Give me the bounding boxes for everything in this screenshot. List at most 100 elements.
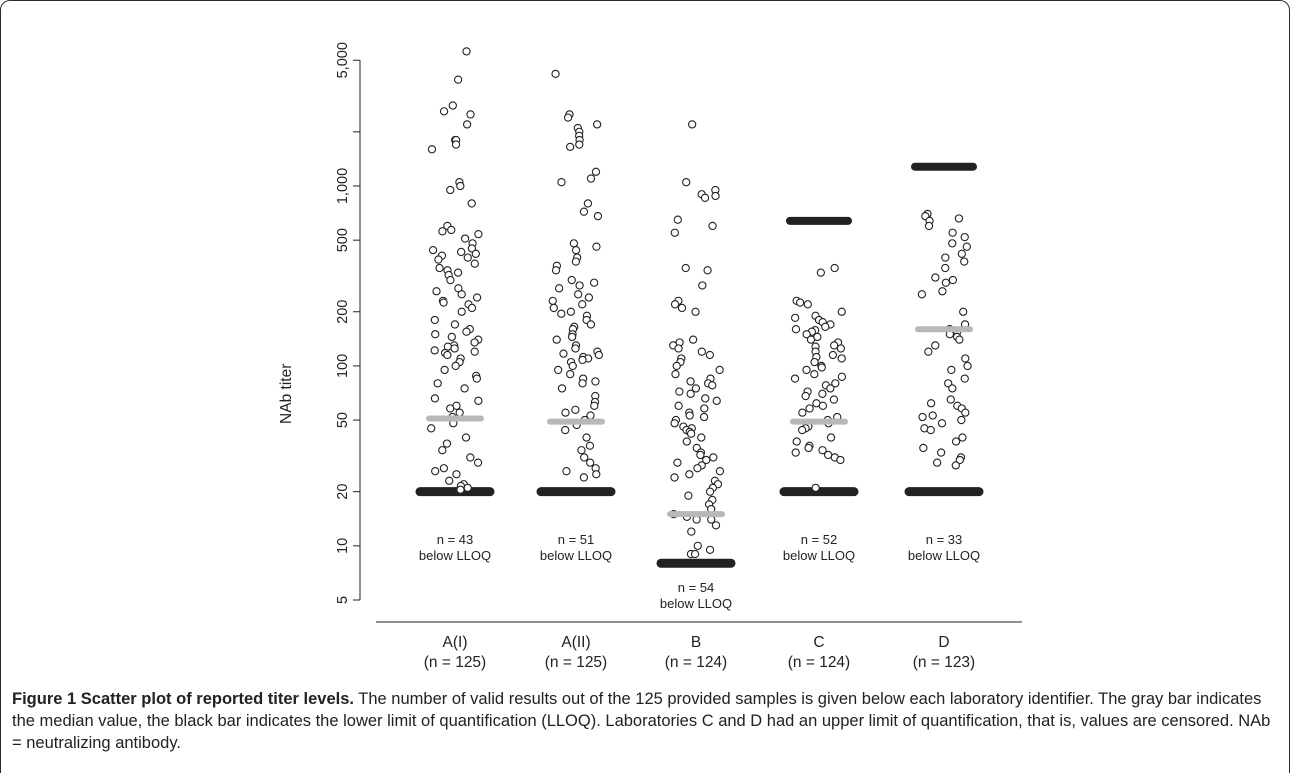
data-point <box>470 338 479 347</box>
data-point <box>430 346 439 355</box>
data-point <box>677 303 687 313</box>
below-lloq-label: n = 51 <box>558 532 595 547</box>
data-point <box>691 307 700 316</box>
data-point <box>463 253 472 262</box>
data-point <box>818 389 827 398</box>
data-point <box>592 242 601 251</box>
data-point <box>567 275 576 285</box>
data-point <box>462 327 471 336</box>
data-point <box>711 521 721 530</box>
data-point <box>460 234 470 243</box>
x-category-label: B <box>691 634 701 651</box>
data-point <box>686 429 696 438</box>
data-point <box>961 354 970 363</box>
data-point <box>830 263 839 273</box>
data-point <box>471 249 480 258</box>
x-category-label: C <box>813 634 824 651</box>
data-point <box>563 113 573 122</box>
below-lloq-label: below LLOQ <box>783 548 855 563</box>
data-point <box>682 437 691 446</box>
data-point <box>578 300 587 309</box>
y-tick-label: 5 <box>335 596 351 604</box>
y-tick-label: 500 <box>335 228 351 252</box>
data-point <box>828 350 838 360</box>
data-point <box>960 257 969 266</box>
data-point <box>473 458 483 467</box>
data-point <box>958 433 967 442</box>
data-point <box>926 399 936 408</box>
data-point <box>938 287 947 296</box>
below-lloq-label: below LLOQ <box>660 596 732 611</box>
data-point <box>554 284 564 293</box>
data-point <box>702 455 711 465</box>
data-point <box>443 350 452 360</box>
x-category-n-label: (n = 125) <box>424 654 486 671</box>
data-point <box>924 347 933 356</box>
data-point <box>575 140 584 149</box>
data-point <box>963 361 972 371</box>
data-point <box>941 263 950 273</box>
data-point <box>565 142 575 152</box>
data-point <box>435 263 444 273</box>
data-point <box>439 107 449 116</box>
data-point <box>561 408 570 417</box>
data-point <box>700 404 709 413</box>
data-point <box>452 470 461 479</box>
data-point <box>802 365 811 375</box>
data-point <box>474 396 483 405</box>
data-point <box>561 425 570 435</box>
data-point <box>670 300 680 309</box>
data-point <box>957 415 966 425</box>
data-point <box>947 365 956 375</box>
y-tick-label: 100 <box>335 354 351 378</box>
data-point <box>803 300 812 309</box>
data-point <box>830 341 839 350</box>
data-point <box>795 298 805 307</box>
data-point <box>447 332 456 342</box>
data-point <box>580 453 589 462</box>
data-point <box>583 199 593 208</box>
data-point <box>693 464 702 473</box>
below-lloq-label: below LLOQ <box>540 548 612 563</box>
data-point <box>575 281 584 290</box>
x-category-n-label: (n = 123) <box>913 654 975 671</box>
data-point <box>470 347 479 356</box>
data-point <box>686 389 695 398</box>
data-point <box>548 296 557 305</box>
y-tick-label: 50 <box>335 412 351 428</box>
data-point <box>698 281 707 290</box>
data-point <box>687 527 696 536</box>
data-point <box>446 404 455 413</box>
data-point <box>450 344 459 353</box>
data-point <box>826 433 836 442</box>
data-point <box>585 458 595 467</box>
y-tick-label: 10 <box>335 538 351 554</box>
data-point <box>474 230 483 239</box>
data-point <box>798 408 807 417</box>
data-point <box>446 275 455 285</box>
data-point <box>571 257 581 266</box>
data-point <box>701 394 710 403</box>
data-point <box>946 395 955 404</box>
data-point <box>578 355 587 365</box>
data-point <box>670 419 679 428</box>
data-point <box>460 384 469 393</box>
data-point <box>681 263 690 273</box>
data-point <box>467 199 476 208</box>
data-point <box>682 178 691 187</box>
data-point <box>439 298 448 307</box>
x-category-n-label: (n = 124) <box>788 654 850 671</box>
data-point <box>673 215 682 224</box>
data-point <box>948 228 957 237</box>
data-point <box>684 491 693 500</box>
x-category-label: A(II) <box>561 634 590 651</box>
data-point <box>689 335 698 344</box>
x-category-n-label: (n = 124) <box>665 654 727 671</box>
data-point <box>431 330 440 339</box>
data-point <box>456 181 465 191</box>
data-point <box>955 455 965 465</box>
data-point <box>709 453 718 462</box>
data-point <box>586 174 596 183</box>
data-point <box>579 473 589 482</box>
data-point <box>685 411 694 420</box>
